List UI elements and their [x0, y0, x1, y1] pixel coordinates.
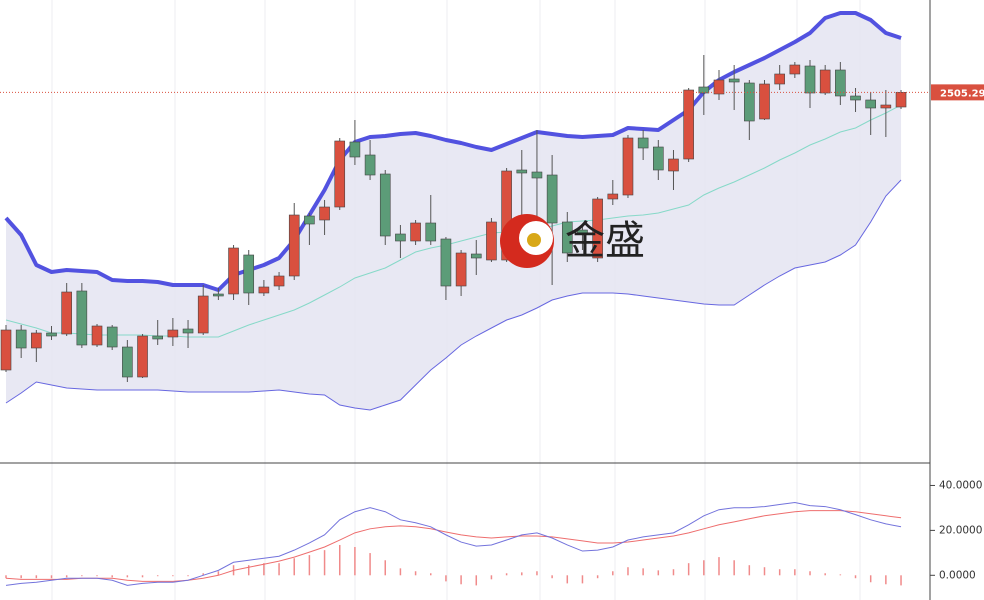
band-upper	[4, 11, 902, 292]
candle-body	[789, 64, 801, 75]
last-price-label: 2505.29	[940, 88, 984, 99]
candle-body	[334, 140, 346, 208]
candle-body	[804, 65, 816, 94]
candle-body	[653, 146, 664, 171]
candle-body	[455, 252, 467, 287]
candle-body	[607, 193, 619, 200]
candle-body	[137, 335, 148, 378]
candle-body	[258, 286, 270, 294]
candle-body	[167, 329, 179, 338]
candle-body	[486, 221, 497, 261]
candle-body	[546, 174, 558, 224]
candle-body	[637, 137, 649, 149]
candle-body	[668, 158, 679, 172]
dif-line	[5, 502, 902, 586]
candle-body	[304, 215, 315, 225]
candle-body	[15, 329, 27, 349]
candle-body	[698, 86, 710, 94]
candle-body	[744, 82, 755, 122]
candle-body	[501, 170, 512, 261]
candle-body	[288, 214, 300, 277]
candle-body	[76, 290, 88, 346]
candle-body	[379, 173, 391, 237]
watermark: 金盛	[500, 214, 645, 268]
y-axis-labels: 2505.29 0.0000 20.0000 40.0000	[930, 84, 984, 581]
candle-body	[243, 254, 255, 294]
watermark-text: 金盛	[565, 218, 645, 264]
candle-body	[122, 346, 133, 378]
candle-body	[819, 69, 831, 94]
logo	[527, 233, 541, 247]
candle-body	[774, 73, 785, 85]
candle-body	[319, 206, 330, 221]
candle-body	[273, 275, 285, 287]
candle-body	[0, 329, 12, 371]
candle-body	[395, 233, 406, 242]
candle-body	[46, 332, 57, 337]
candle-body	[577, 229, 588, 234]
candle-body	[516, 169, 528, 174]
candle-body	[349, 141, 361, 158]
candle-body	[440, 238, 452, 287]
y-tick-label: 0.0000	[939, 569, 976, 581]
candle-body	[850, 95, 861, 101]
candle-body	[91, 325, 103, 346]
candle-body	[106, 326, 118, 348]
candle-body	[61, 291, 72, 335]
candle-body	[713, 79, 725, 95]
candle-body	[683, 89, 694, 160]
band-lower	[5, 179, 902, 411]
candle-body	[622, 137, 634, 196]
candle-body	[410, 222, 421, 242]
candle-body	[531, 171, 543, 179]
candle-body	[728, 78, 740, 83]
candle-body	[197, 295, 209, 334]
candle-body	[31, 332, 42, 349]
last-price-box	[931, 84, 984, 101]
candle-body	[364, 154, 376, 176]
candle-body	[880, 104, 892, 109]
candle-body	[835, 69, 846, 97]
price-panel	[0, 11, 930, 411]
candle-body	[182, 328, 194, 334]
candle-body	[228, 247, 239, 295]
candle-body	[759, 83, 770, 120]
candle-body	[895, 92, 907, 108]
dea-line	[5, 510, 902, 582]
band-fill	[6, 13, 902, 410]
candle-body	[865, 99, 876, 109]
candle-body	[561, 221, 573, 254]
y-tick-label: 40.0000	[939, 479, 982, 491]
macd-panel	[5, 502, 902, 586]
y-tick-label: 20.0000	[939, 524, 982, 536]
candle-body	[425, 222, 437, 242]
candle-body	[152, 335, 163, 340]
candle-body	[592, 198, 603, 259]
candle-body	[470, 253, 482, 259]
candle-body	[213, 293, 224, 297]
